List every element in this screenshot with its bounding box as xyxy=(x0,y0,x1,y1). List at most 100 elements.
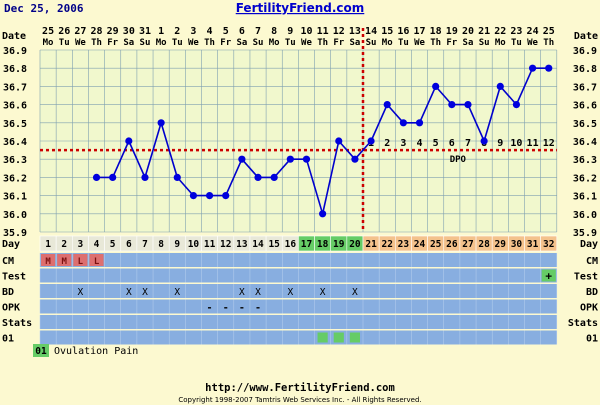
temperature-point xyxy=(448,101,456,109)
y-tick-label: 36.9 xyxy=(3,46,27,57)
temperature-segment xyxy=(435,85,453,106)
x-date-label: 17 xyxy=(414,26,426,37)
opk-marker: - xyxy=(239,303,245,314)
x-weekday-label: Tu xyxy=(285,38,296,48)
cm-row-label-right: CM xyxy=(586,256,598,267)
legend-label: Ovulation Pain xyxy=(54,346,138,357)
header-site-name: FertilityFriend.com xyxy=(236,1,365,15)
temperature-point xyxy=(399,119,407,127)
cm-cell xyxy=(57,254,72,266)
x-weekday-label: Tu xyxy=(511,38,522,48)
cycle-day-label: 32 xyxy=(543,239,554,250)
cycle-day-label: 13 xyxy=(236,239,248,250)
cm-marker: M xyxy=(62,257,68,267)
opk-marker: - xyxy=(207,303,213,314)
x-weekday-label: Tu xyxy=(398,38,409,48)
temperature-point xyxy=(286,155,294,163)
temperature-point xyxy=(512,101,521,109)
date-row-label: Date xyxy=(2,31,26,42)
x-weekday-label: Su xyxy=(253,38,264,48)
temperature-segment xyxy=(467,104,485,142)
temperature-segment xyxy=(305,158,324,215)
footer-copyright: Copyright 1998-2007 Tamtris Web Services… xyxy=(178,396,421,404)
opk-marker: - xyxy=(223,303,229,314)
temperature-segment xyxy=(144,122,162,178)
cycle-day-label: 11 xyxy=(204,239,216,250)
x-weekday-label: We xyxy=(188,38,199,48)
cm-cell xyxy=(73,254,88,266)
x-weekday-label: Th xyxy=(204,38,215,48)
cycle-day-label: 18 xyxy=(317,239,329,250)
temperature-point xyxy=(238,155,246,163)
temperature-point xyxy=(351,155,359,163)
x-weekday-label: Mo xyxy=(156,38,167,48)
temperature-segment xyxy=(224,158,243,196)
x-date-label: 3 xyxy=(190,26,196,37)
legend-code: 01 xyxy=(35,346,47,357)
x-date-label: 14 xyxy=(365,26,377,37)
cycle-day-label: 22 xyxy=(381,239,392,250)
temperature-segment xyxy=(273,158,291,178)
y-tick-label-right: 36.5 xyxy=(573,119,597,130)
day-row-label-right: Day xyxy=(580,239,598,250)
y-tick-label: 36.4 xyxy=(3,137,27,148)
dpo-number: 11 xyxy=(527,138,539,149)
temperature-segment xyxy=(241,158,259,178)
x-weekday-label: Fr xyxy=(446,38,457,48)
cycle-day-label: 1 xyxy=(45,239,51,250)
x-date-label: 16 xyxy=(397,26,409,37)
temperature-point xyxy=(222,192,230,200)
x-weekday-label: Tu xyxy=(172,38,183,48)
custom-01-marker xyxy=(333,332,344,343)
bd-marker: X xyxy=(255,287,261,298)
cycle-day-label: 10 xyxy=(188,239,200,250)
x-date-label: 25 xyxy=(543,26,555,37)
opk-row-label: OPK xyxy=(2,303,20,314)
y-tick-label: 36.5 xyxy=(3,119,27,130)
temperature-point xyxy=(254,173,262,181)
custom-01-row-label-right: 01 xyxy=(586,334,598,345)
x-date-label: 27 xyxy=(74,26,86,37)
x-date-label: 8 xyxy=(271,26,277,37)
bd-marker: X xyxy=(239,287,245,298)
temperature-segment xyxy=(483,86,502,142)
x-date-label: 20 xyxy=(462,26,474,37)
cm-cell xyxy=(89,254,104,266)
x-weekday-label: Mo xyxy=(43,38,54,48)
opk-marker: - xyxy=(255,303,261,314)
x-date-label: 6 xyxy=(239,26,245,37)
dpo-number: 10 xyxy=(510,138,522,149)
cycle-day-label: 3 xyxy=(78,239,84,250)
temperature-point xyxy=(335,137,343,145)
x-date-label: 13 xyxy=(349,26,361,37)
x-weekday-label: Sa xyxy=(123,38,134,48)
bd-marker: X xyxy=(287,287,293,298)
x-date-label: 10 xyxy=(300,26,312,37)
x-weekday-label: Mo xyxy=(382,38,393,48)
x-weekday-label: Sa xyxy=(236,38,247,48)
cycle-day-label: 23 xyxy=(398,239,410,250)
y-tick-label: 35.9 xyxy=(3,228,27,239)
temperature-segment xyxy=(176,176,195,197)
temperature-point xyxy=(319,210,327,218)
bd-marker: X xyxy=(320,287,326,298)
x-weekday-label: We xyxy=(527,38,538,48)
dpo-number: 4 xyxy=(417,138,423,149)
bd-row-label-right: BD xyxy=(586,287,598,298)
y-tick-label-right: 35.9 xyxy=(573,228,597,239)
x-date-label: 30 xyxy=(123,26,135,37)
temperature-point xyxy=(545,64,553,72)
temperature-point xyxy=(415,119,424,127)
custom-01-row-label: 01 xyxy=(2,334,14,345)
x-date-label: 28 xyxy=(91,26,103,37)
dpo-number: 6 xyxy=(449,138,455,149)
cycle-day-label: 7 xyxy=(142,239,148,250)
dpo-number: 5 xyxy=(433,138,439,149)
x-weekday-label: Th xyxy=(317,38,328,48)
footer-url: http://www.FertilityFriend.com xyxy=(205,382,395,394)
dpo-number: 3 xyxy=(400,138,406,149)
y-tick-label-right: 36.8 xyxy=(573,64,597,75)
x-date-label: 5 xyxy=(223,26,229,37)
temperature-segment xyxy=(499,85,518,106)
